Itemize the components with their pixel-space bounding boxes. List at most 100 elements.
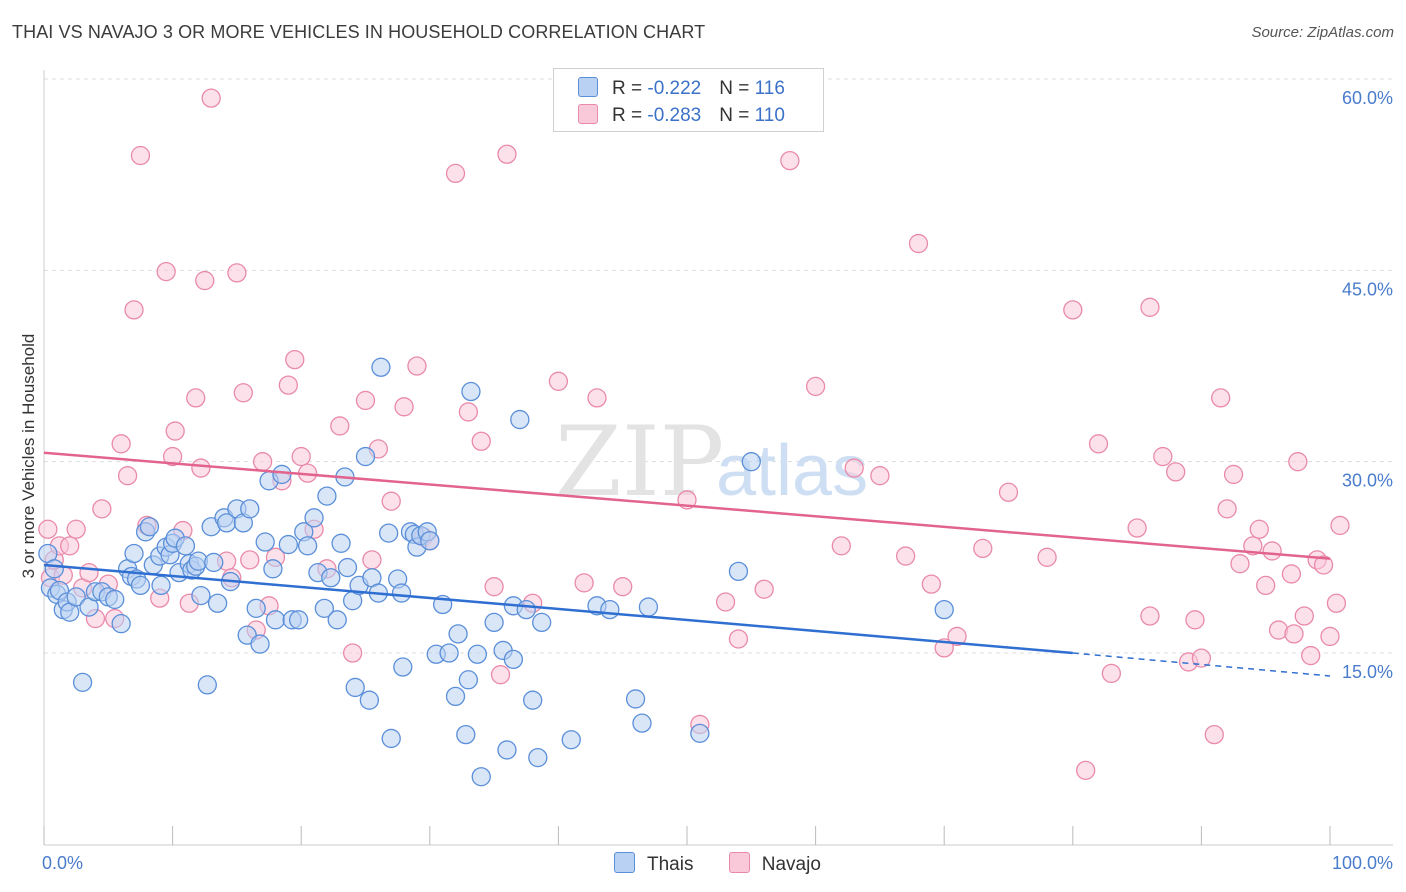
navajo-point <box>484 577 504 597</box>
navajo-point <box>38 519 58 539</box>
navajo-point <box>1230 554 1250 574</box>
y-axis-title: 3 or more Vehicles in Household <box>19 334 38 579</box>
navajo-point <box>278 375 298 395</box>
navajo-point <box>66 519 86 539</box>
thais-point <box>105 589 125 610</box>
navajo-point <box>490 665 511 685</box>
thais-point <box>207 593 228 613</box>
thais-point <box>523 690 543 710</box>
y-tick-labels: 15.0% 30.0% 45.0% 60.0% <box>1342 88 1393 682</box>
navajo-point <box>1166 462 1186 482</box>
thais-point <box>378 523 399 543</box>
navajo-point <box>471 431 491 451</box>
thais-point <box>625 689 646 709</box>
y-tick-label: 45.0% <box>1342 279 1393 299</box>
navajo-point <box>130 145 151 166</box>
navajo-point <box>1243 536 1263 556</box>
navajo-point <box>1301 645 1321 666</box>
thais-point <box>327 610 347 630</box>
navajo-point <box>908 233 929 254</box>
navajo-point <box>831 536 851 556</box>
legend-label-navajo: Navajo <box>761 854 821 875</box>
navajo-point <box>233 383 253 403</box>
navajo-point <box>60 536 80 556</box>
navajo-point <box>156 261 176 282</box>
thais-point <box>288 610 309 630</box>
navajo-point <box>587 388 607 408</box>
thais-point <box>272 464 292 485</box>
watermark-atlas: atlas <box>716 431 868 511</box>
thais-point <box>355 446 376 467</box>
thais-point <box>66 587 86 607</box>
navajo-point <box>715 592 736 612</box>
thais-point <box>528 747 548 768</box>
thais-point <box>445 686 466 707</box>
thais-point <box>741 452 761 472</box>
thais-point <box>44 559 64 579</box>
navajo-point <box>1262 541 1282 561</box>
navajo-point <box>240 550 260 570</box>
navajo-point <box>870 466 890 486</box>
navajo-point <box>1076 760 1096 781</box>
thais-point <box>337 557 358 578</box>
navajo-point <box>1294 606 1314 626</box>
thais-point <box>497 740 517 760</box>
navajo-point <box>1153 446 1173 467</box>
trend-lines <box>43 451 1331 677</box>
navajo-point <box>1281 564 1302 584</box>
thais-point <box>728 561 749 582</box>
thais-point <box>471 767 491 787</box>
navajo-point <box>117 466 138 486</box>
navajo-point <box>805 376 826 397</box>
navajo-point <box>362 550 382 570</box>
navajo-point <box>1326 593 1347 613</box>
thais-point <box>175 536 196 556</box>
correlation-legend: R = -0.222 N = 116 R = -0.283 N = 110 <box>553 68 824 132</box>
navajo-swatch <box>578 104 598 124</box>
navajo-point <box>1140 297 1160 317</box>
navajo-point <box>252 452 273 472</box>
thais-point <box>246 598 266 619</box>
legend-item-thais[interactable]: Thais <box>614 852 693 876</box>
navajo-point <box>195 270 215 291</box>
thais-point <box>393 657 413 677</box>
navajo-point <box>445 163 466 184</box>
thais-point <box>263 559 283 579</box>
thais-point <box>600 599 620 620</box>
thais-point <box>111 614 131 634</box>
navajo-point <box>1204 724 1224 745</box>
navajo-point <box>1140 606 1160 626</box>
navajo-point <box>394 397 414 417</box>
thais-point <box>510 409 530 430</box>
thais-point <box>314 598 334 619</box>
navajo-point <box>1127 518 1147 538</box>
navajo-point <box>613 577 633 597</box>
thais-point <box>265 610 286 630</box>
thais-point <box>139 517 160 537</box>
thais-trend-line <box>43 563 1073 655</box>
x-tick-label-min: 0.0% <box>42 853 83 873</box>
legend-n-label: N = <box>719 78 755 99</box>
y-tick-label: 60.0% <box>1342 88 1393 108</box>
thais-point <box>420 531 440 551</box>
navajo-point <box>947 626 967 647</box>
chart-title: THAI VS NAVAJO 3 OR MORE VEHICLES IN HOU… <box>12 22 706 42</box>
navajo-point <box>1320 626 1340 647</box>
thais-points <box>38 357 954 787</box>
thais-point <box>456 724 476 745</box>
navajo-point <box>111 434 131 454</box>
thais-point <box>130 575 151 596</box>
navajo-point <box>1249 519 1269 539</box>
thais-point <box>321 568 341 588</box>
navajo-trend-line <box>43 451 1331 560</box>
navajo-point <box>921 574 941 594</box>
thais-point <box>297 536 318 556</box>
y-tick-label: 15.0% <box>1342 662 1393 682</box>
thais-point <box>240 499 260 519</box>
navajo-point <box>1217 499 1237 519</box>
legend-item-navajo[interactable]: Navajo <box>728 852 821 876</box>
navajo-point <box>780 150 800 171</box>
navajo-point <box>1223 464 1244 485</box>
thais-point <box>467 644 488 664</box>
legend-r-value-navajo: -0.283 <box>647 105 702 126</box>
